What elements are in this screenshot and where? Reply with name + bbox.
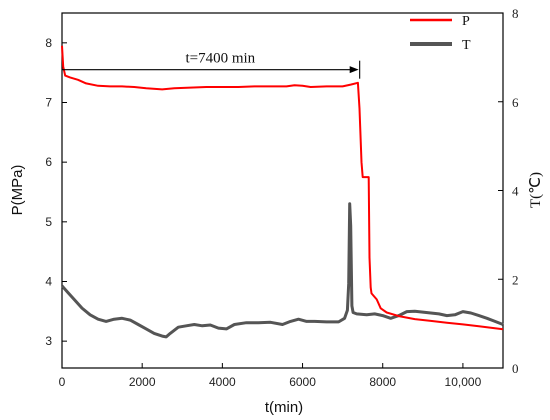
annotation: t=7400 min [62,51,361,79]
y-right-tick-label: 6 [512,95,519,110]
y-right-tick-label: 2 [512,272,519,287]
y-left-tick-label: 3 [45,334,52,348]
x-tick-label: 6000 [289,375,316,389]
series-line-p [61,45,504,331]
y-right-tick-label: 4 [512,184,519,199]
y-axis-right-title: T(℃) [528,172,544,208]
x-tick-label: 0 [59,375,66,389]
y-left-tick-label: 4 [45,274,52,288]
x-tick-label: 8000 [369,375,396,389]
y-axis-left-title: P(MPa) [9,165,26,216]
y-axis-right: 0 2 4 6 8 [498,6,519,376]
x-tick-label: 4000 [209,375,236,389]
y-axis-left: 3 4 5 6 7 8 [45,36,67,348]
x-axis-title: t(min) [265,399,303,416]
legend-label-t: T [462,38,471,53]
x-axis: 0 2000 4000 6000 8000 10,000 [59,363,482,389]
legend-label-p: P [462,14,470,29]
series-line-t [60,202,504,339]
y-left-tick-label: 5 [45,215,52,229]
x-tick-label: 2000 [129,375,156,389]
x-tick-label: 10,000 [445,375,482,389]
y-left-tick-label: 8 [45,36,52,50]
annotation-arrow-head [349,66,359,74]
y-right-tick-label: 8 [512,6,519,21]
annotation-label: t=7400 min [185,51,255,67]
series-layer [60,45,504,339]
legend: P T [410,14,471,53]
y-left-tick-label: 7 [45,95,52,109]
y-left-tick-label: 6 [45,155,52,169]
y-right-tick-label: 0 [512,361,519,376]
